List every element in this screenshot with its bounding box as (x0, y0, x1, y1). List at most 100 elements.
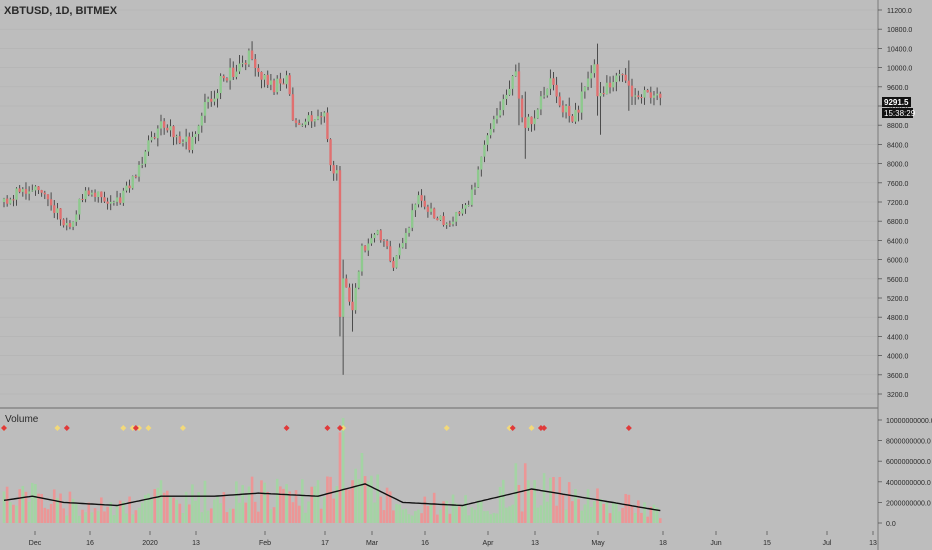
candle (627, 60, 631, 111)
volume-bar (448, 513, 452, 523)
volume-bar (608, 513, 612, 523)
candle (78, 198, 81, 220)
volume-bar (593, 501, 596, 523)
candle-body-up (169, 126, 172, 131)
volume-bar (62, 508, 65, 523)
volume-bar (658, 518, 662, 523)
volume-bar (275, 478, 279, 523)
candle-body-up (429, 208, 433, 212)
candle-body-down (385, 240, 389, 247)
candle (599, 82, 602, 135)
time-tick-label: Jun (710, 540, 721, 547)
volume-bar (479, 501, 483, 523)
candle-body-down (596, 64, 599, 97)
time-tick-label: Mar (366, 540, 379, 547)
volume-bar (501, 479, 505, 523)
candle-body-down (442, 215, 445, 226)
candle (495, 108, 499, 124)
candle (244, 60, 247, 71)
volume-bar (636, 500, 640, 523)
candle-body-down (297, 123, 301, 125)
volume-bar (558, 477, 562, 523)
signal-marker-red (537, 425, 544, 431)
candle-body-up (492, 119, 496, 130)
volume-bar (505, 507, 508, 523)
volume-bar (213, 499, 216, 523)
candle (338, 166, 342, 337)
volume-bar (263, 482, 266, 523)
candle-body-up (235, 71, 238, 78)
volume-bar (266, 491, 270, 523)
volume-bar (150, 498, 153, 523)
candle-body-up (505, 94, 508, 100)
candle (423, 195, 426, 210)
candle-body-up (241, 62, 244, 64)
candle (109, 195, 112, 211)
volume-bar (257, 511, 260, 523)
volume-bar (495, 513, 499, 523)
candle-body-down (608, 82, 612, 88)
candle (68, 220, 72, 230)
candle-body-down (288, 75, 291, 95)
candle-body-up (367, 243, 370, 251)
candle (401, 237, 404, 249)
candle-body-down (5, 198, 9, 204)
volume-bar (216, 496, 219, 523)
candle-body-down (210, 98, 213, 102)
price-axis[interactable]: 11200.0 10800.0 10400.0 10000.0 9600.0 9200.0… (878, 8, 912, 399)
candle (34, 185, 37, 196)
candle-body-down (24, 189, 28, 194)
candle-body-up (144, 151, 147, 164)
candle (517, 62, 521, 126)
candle-body-down (392, 260, 395, 268)
candle-body-up (97, 191, 100, 197)
candle (659, 91, 662, 106)
volume-bar (498, 486, 502, 523)
volume-bar (297, 505, 301, 523)
time-axis[interactable]: Dec 16 2020 13 Feb 17 Mar 16 Apr 13 May 18 Jun 15 Jul 1… (29, 531, 877, 547)
volume-bar (71, 498, 75, 523)
candle (188, 132, 191, 153)
volume-bar (344, 488, 348, 523)
candle-body-up (285, 75, 288, 85)
candle-body-down (166, 127, 169, 131)
volume-bar (517, 484, 521, 523)
price-pane[interactable] (0, 9, 878, 395)
candle (589, 65, 593, 88)
candle-body-up (495, 115, 499, 120)
volume-bar (175, 499, 178, 523)
candle-body-down (232, 67, 235, 78)
candle (178, 131, 182, 145)
candle (357, 270, 361, 290)
volume-axis[interactable]: 10000000000.0 8000000000.0 6000000000.0 400… (878, 418, 932, 528)
volume-pane[interactable] (1, 417, 662, 523)
candle-body-down (649, 92, 653, 98)
volume-bar (379, 496, 383, 523)
volume-bar (363, 476, 367, 523)
candle (5, 195, 9, 207)
volume-bar (451, 494, 455, 523)
candle-body-down (524, 117, 527, 128)
candle-body-up (115, 197, 119, 202)
candle-body-up (483, 144, 486, 157)
volume-bar (370, 475, 373, 523)
price-tick-label: 7200.0 (887, 200, 909, 207)
candle-body-down (436, 218, 439, 221)
bar-countdown: 15:38:29 (884, 109, 916, 118)
candle (144, 149, 147, 168)
candle (191, 131, 194, 154)
volume-bar (552, 476, 555, 523)
candle (486, 133, 489, 152)
volume-bar (103, 511, 106, 523)
symbol-title[interactable]: XBTUSD, 1D, BITMEX (4, 5, 118, 17)
volume-bar (322, 496, 326, 523)
volume-bar (5, 486, 9, 523)
candle-body-up (216, 93, 219, 99)
volume-bar (332, 498, 335, 523)
candle-body-up (137, 164, 141, 177)
candle (169, 119, 172, 137)
candle (382, 239, 386, 247)
volume-bar (46, 509, 50, 523)
volume-bar (583, 504, 587, 523)
candle (140, 156, 144, 169)
